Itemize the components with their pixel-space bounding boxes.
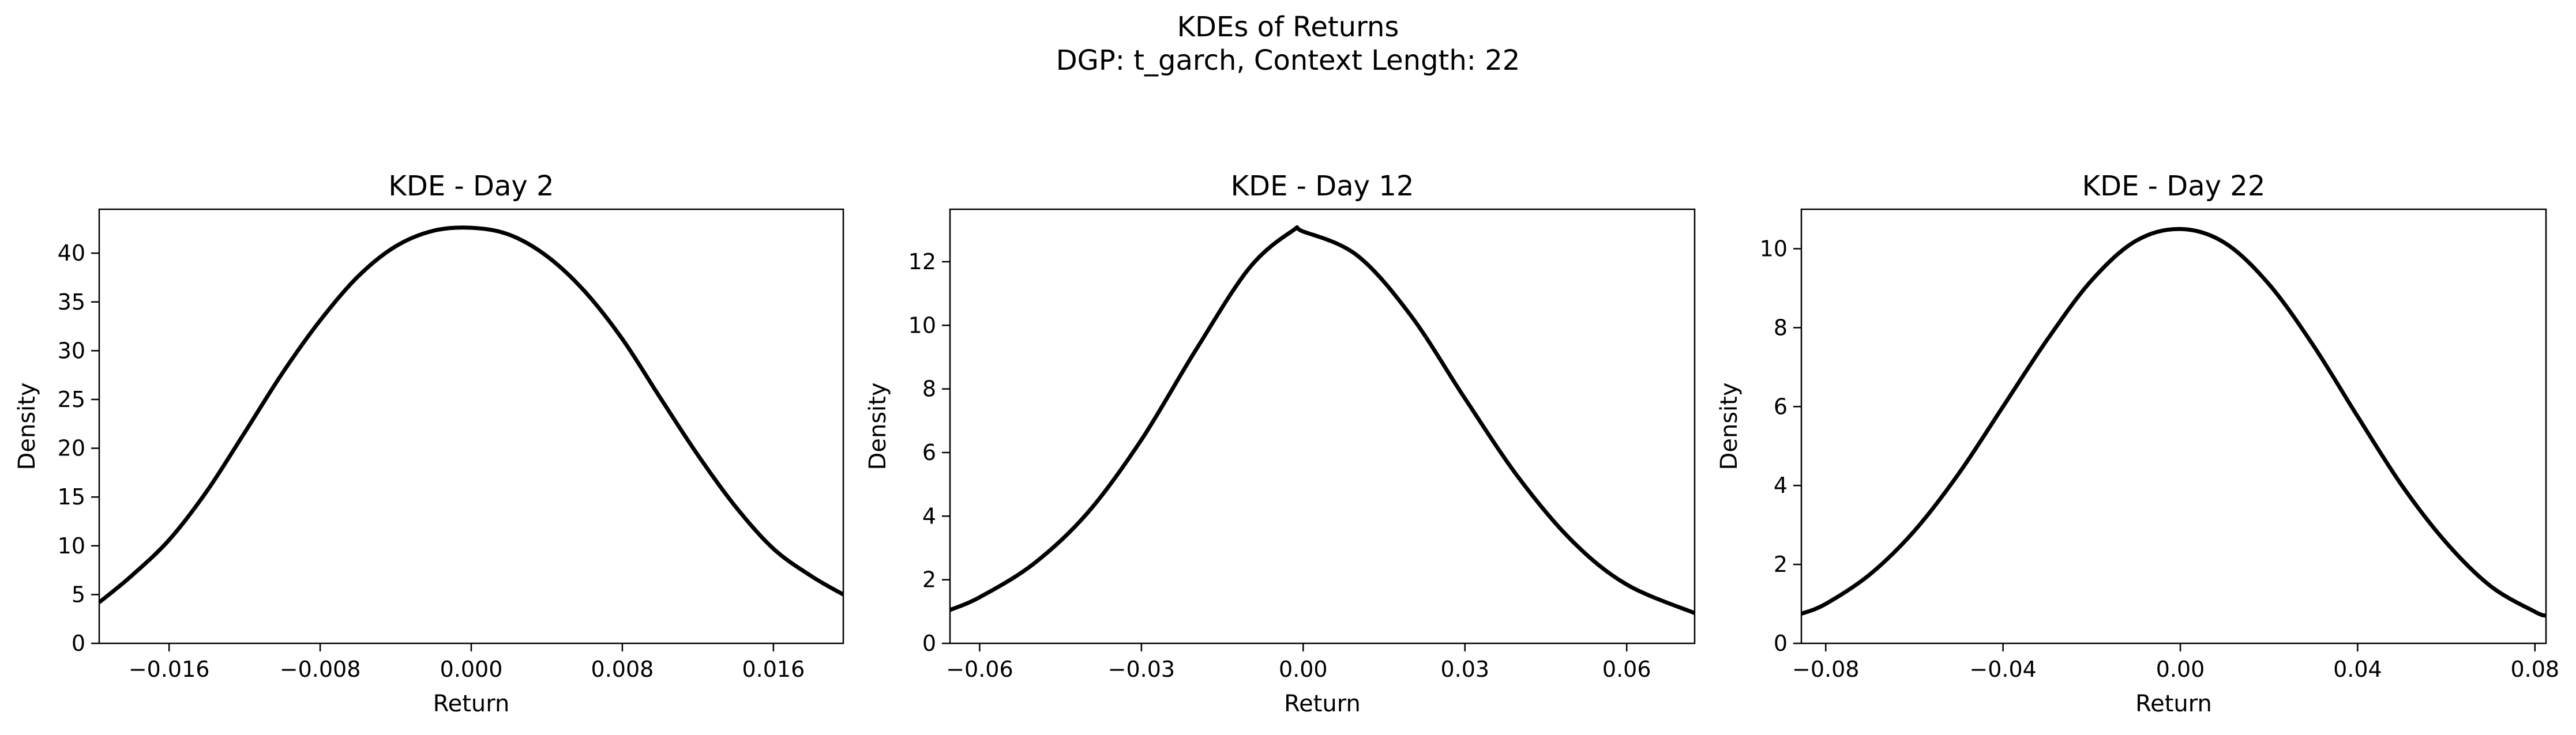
panel-title: KDE - Day 2 [388, 170, 554, 202]
kde-curve [950, 225, 1695, 615]
x-tick-label: −0.016 [129, 657, 210, 682]
y-tick-label: 6 [922, 440, 936, 465]
y-tick-label: 40 [58, 240, 85, 266]
y-tick-label: 0 [1774, 631, 1788, 656]
x-tick-label: 0.008 [591, 657, 654, 682]
figure-title-line-2: DGP: t_garch, Context Length: 22 [1056, 44, 1520, 77]
y-tick-label: 6 [1774, 394, 1788, 419]
axes-frame [98, 208, 844, 644]
x-tick-label: 0.00 [2156, 657, 2205, 682]
x-tick-label: −0.06 [946, 657, 1013, 682]
y-tick-label: 4 [1774, 473, 1788, 498]
y-axis-label: Density [865, 382, 891, 470]
x-tick-label: 0.03 [1440, 657, 1489, 682]
axes-frame [949, 208, 1696, 644]
y-tick-label: 12 [908, 249, 936, 274]
kde-panel-3: −0.08 −0.04 0.00 0.04 0.08 0 2 4 6 8 10 KDE - Day 2… [1716, 170, 2559, 717]
y-tick-label: 2 [1774, 552, 1788, 577]
y-tick-label: 25 [58, 387, 85, 412]
figure-title: KDEs of Returns DGP: t_garch, Context Le… [0, 10, 2576, 77]
x-axis-label: Return [1284, 691, 1361, 717]
x-tick-label: 0.06 [1602, 657, 1651, 682]
x-tick-label: −0.08 [1792, 657, 1859, 682]
panel-title: KDE - Day 12 [1231, 170, 1414, 202]
x-tick-label: 0.08 [2510, 657, 2559, 682]
y-tick-label: 2 [922, 567, 936, 593]
y-tick-label: 0 [72, 631, 85, 656]
y-tick-label: 0 [922, 631, 936, 656]
y-tick-label: 10 [58, 533, 85, 559]
kde-panel-2: −0.06 −0.03 0.00 0.03 0.06 0 2 4 6 8 10 12 KDE - Day… [865, 170, 1696, 717]
x-tick-label: 0.04 [2333, 657, 2382, 682]
kde-curve [99, 225, 843, 604]
y-tick-label: 10 [1760, 236, 1788, 261]
kde-panel-1: −0.016 −0.008 0.000 0.008 0.016 0 5 10 15 20 25 30 3… [14, 170, 844, 717]
y-tick-label: 10 [908, 312, 936, 338]
x-axis-label: Return [2135, 691, 2212, 717]
figure-title-line-1: KDEs of Returns [1177, 11, 1399, 43]
y-tick-label: 35 [58, 289, 85, 315]
kde-curve [1801, 227, 2546, 618]
x-tick-label: 0.000 [440, 657, 503, 682]
axes-frame [1800, 208, 2547, 644]
y-axis-label: Density [1716, 382, 1743, 470]
y-tick-label: 8 [1774, 315, 1788, 340]
panel-title: KDE - Day 22 [2082, 170, 2266, 202]
x-tick-label: −0.03 [1108, 657, 1175, 682]
x-tick-label: −0.04 [1969, 657, 2036, 682]
y-axis-label: Density [14, 382, 40, 470]
y-tick-label: 4 [922, 503, 936, 529]
x-tick-label: 0.00 [1279, 657, 1328, 682]
y-tick-label: 5 [72, 582, 85, 607]
y-tick-label: 20 [58, 436, 85, 461]
y-tick-label: 30 [58, 338, 85, 363]
x-tick-label: 0.016 [742, 657, 805, 682]
x-axis-label: Return [433, 691, 510, 717]
y-tick-label: 8 [922, 376, 936, 402]
y-tick-label: 15 [58, 484, 85, 510]
x-tick-label: −0.008 [280, 657, 361, 682]
